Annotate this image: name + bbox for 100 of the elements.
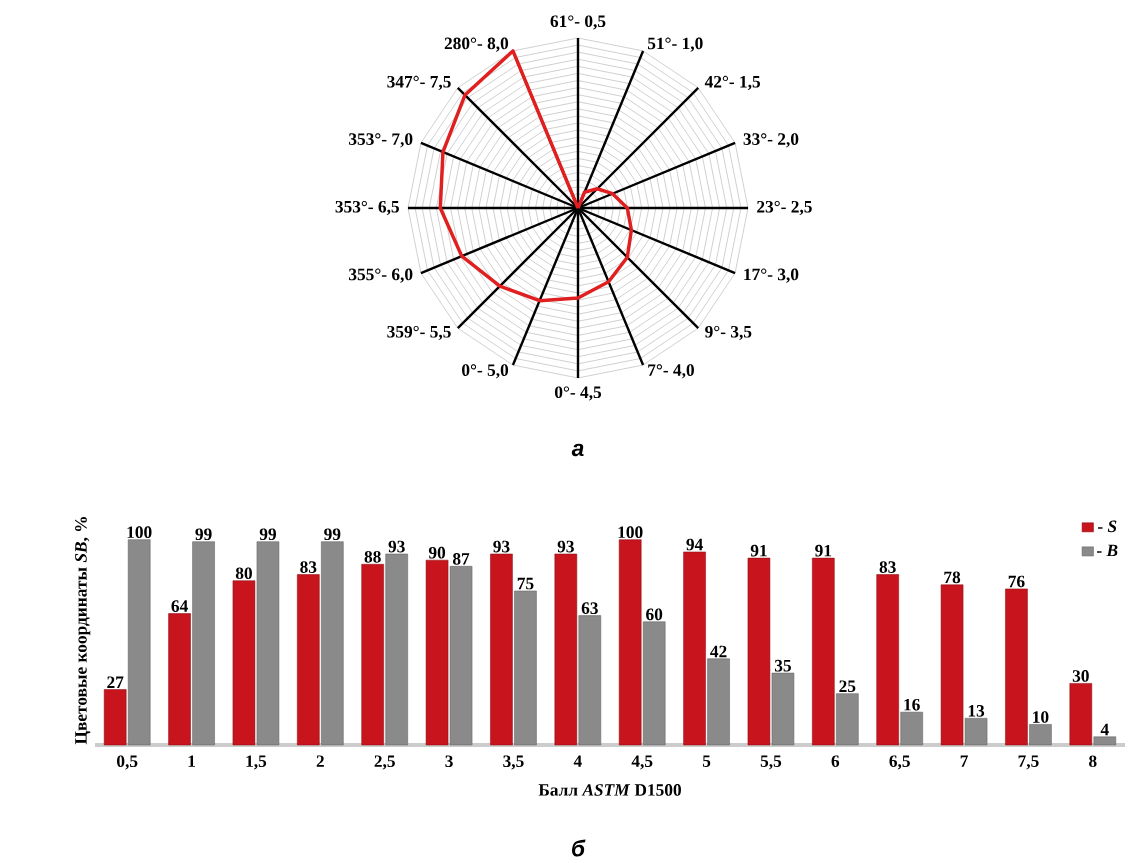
bar bbox=[747, 557, 771, 746]
bar bbox=[812, 557, 835, 746]
spoke-label: 9°- 3,5 bbox=[705, 325, 752, 341]
legend-label: - S bbox=[1097, 520, 1117, 533]
data-label: 30 bbox=[1072, 670, 1089, 682]
data-label: 63 bbox=[581, 602, 598, 615]
data-label: 10 bbox=[1033, 711, 1049, 723]
data-label: 99 bbox=[324, 528, 341, 541]
bar bbox=[514, 590, 537, 746]
text: а bbox=[571, 443, 584, 457]
data-label: 60 bbox=[646, 608, 663, 621]
bar bbox=[554, 553, 578, 746]
x-tick-label: 3 bbox=[445, 755, 453, 768]
data-label: 16 bbox=[904, 698, 920, 711]
data-label: 93 bbox=[557, 540, 574, 553]
data-label: 93 bbox=[493, 540, 510, 553]
spoke-label: 17°- 3,0 bbox=[744, 268, 799, 283]
bar bbox=[836, 693, 859, 746]
bar bbox=[707, 658, 730, 746]
bar bbox=[771, 672, 795, 746]
bar bbox=[900, 711, 923, 746]
bar bbox=[232, 580, 256, 746]
bar bbox=[1069, 683, 1093, 746]
data-label: 4 bbox=[1100, 723, 1109, 736]
data-label: 27 bbox=[107, 676, 124, 688]
data-label: 90 bbox=[428, 546, 446, 559]
spoke-label: 33°- 2,0 bbox=[743, 133, 799, 148]
bar bbox=[1029, 724, 1052, 746]
data-label: 78 bbox=[944, 571, 961, 584]
spoke-label: 42°- 1,5 bbox=[704, 75, 761, 91]
bar bbox=[618, 539, 642, 746]
x-tick-label: 0,5 bbox=[117, 755, 138, 770]
bar bbox=[940, 584, 964, 746]
spoke-label: 347°- 7,5 bbox=[387, 75, 451, 91]
x-tick-label: 3,5 bbox=[503, 755, 524, 770]
y-axis-title: Цветовые координаты SB, % bbox=[75, 517, 91, 745]
spoke-label: 7°- 4,0 bbox=[648, 364, 694, 379]
x-tick-label: 2,5 bbox=[374, 755, 395, 770]
x-tick-label: 2 bbox=[316, 755, 324, 767]
spoke-label: 280°- 8,0 bbox=[444, 37, 509, 52]
spoke-label: 353°- 6,5 bbox=[335, 200, 399, 216]
bar bbox=[964, 718, 988, 746]
data-label: 35 bbox=[774, 659, 791, 672]
bar bbox=[385, 553, 408, 746]
data-label: 83 bbox=[300, 561, 317, 573]
data-label: 91 bbox=[750, 544, 767, 557]
bar bbox=[642, 621, 666, 746]
data-label: 100 bbox=[127, 526, 152, 539]
spoke-label: 0°- 5,0 bbox=[462, 364, 509, 379]
x-tick-label: 5 bbox=[702, 755, 711, 767]
bar bbox=[490, 553, 513, 746]
x-axis-title: Балл ASTM D1500 bbox=[538, 784, 681, 796]
bar bbox=[297, 574, 320, 746]
x-tick-label: 6 bbox=[831, 755, 840, 768]
data-label: 88 bbox=[364, 550, 381, 563]
data-label: 13 bbox=[968, 705, 985, 717]
data-label: 91 bbox=[815, 544, 832, 557]
data-label: 42 bbox=[710, 645, 727, 658]
data-label: 99 bbox=[195, 528, 212, 541]
x-tick-label: 1 bbox=[188, 755, 196, 767]
data-label: 99 bbox=[259, 528, 276, 541]
bar bbox=[876, 574, 899, 746]
bar bbox=[321, 541, 344, 746]
spoke-label: 355°- 6,0 bbox=[349, 268, 413, 283]
bar bbox=[361, 564, 384, 746]
bar bbox=[1005, 588, 1028, 746]
text: б bbox=[572, 839, 586, 857]
legend-label: - B bbox=[1097, 544, 1118, 557]
x-tick-label: 7 bbox=[960, 755, 968, 767]
spoke-label: 61°- 0,5 bbox=[550, 15, 606, 30]
data-label: 75 bbox=[517, 577, 534, 590]
bar bbox=[1093, 736, 1117, 746]
x-tick-label: 4,5 bbox=[631, 755, 653, 770]
spoke-label: 23°- 2,5 bbox=[757, 200, 812, 216]
spoke-label: 353°- 7,0 bbox=[349, 133, 413, 148]
bar bbox=[256, 541, 280, 746]
data-label: 76 bbox=[1008, 575, 1025, 588]
x-tick-label: 6,5 bbox=[889, 755, 910, 770]
data-label: 25 bbox=[839, 680, 856, 693]
x-tick-label: 4 bbox=[573, 755, 582, 767]
x-tick-label: 5,5 bbox=[760, 755, 782, 770]
data-label: 93 bbox=[388, 540, 405, 553]
bar bbox=[192, 541, 215, 746]
data-label: 100 bbox=[618, 526, 643, 539]
bar bbox=[168, 613, 191, 746]
data-label: 94 bbox=[686, 538, 703, 551]
bar bbox=[425, 559, 449, 746]
bar bbox=[127, 539, 151, 746]
spoke-label: 0°- 4,5 bbox=[554, 386, 602, 401]
data-label: 80 bbox=[235, 567, 252, 580]
bar bbox=[578, 615, 602, 746]
bar bbox=[449, 566, 473, 746]
x-tick-label: 7,5 bbox=[1018, 755, 1039, 770]
spoke-label: 51°- 1,0 bbox=[647, 37, 703, 52]
bar bbox=[683, 551, 706, 746]
x-tick-label: 1,5 bbox=[246, 755, 267, 770]
x-tick-label: 8 bbox=[1089, 755, 1097, 768]
data-label: 87 bbox=[452, 553, 470, 565]
bar bbox=[103, 689, 127, 746]
data-label: 83 bbox=[879, 561, 896, 573]
